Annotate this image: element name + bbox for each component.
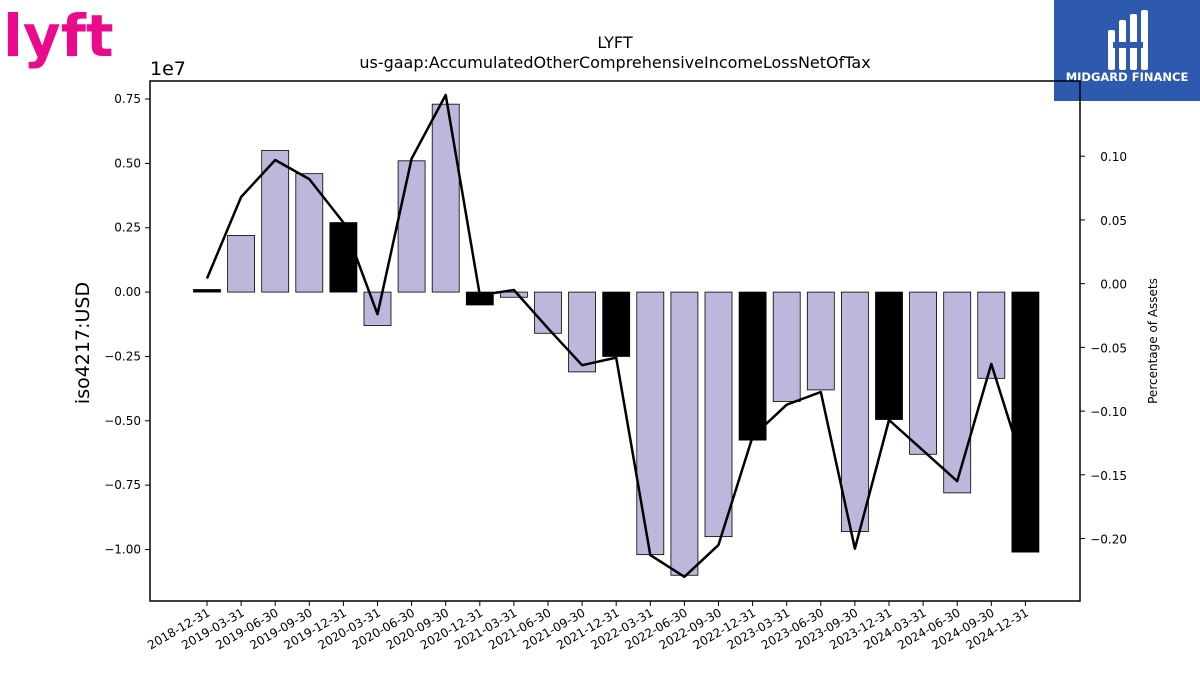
y2-tick-label: −0.05 xyxy=(1090,341,1127,355)
plot-frame xyxy=(149,80,1081,602)
bar-2019-12-31 xyxy=(329,222,358,293)
line-group xyxy=(205,93,1027,579)
bar-2019-06-30 xyxy=(261,150,290,293)
bar-2024-06-30 xyxy=(943,291,972,494)
bar-2018-12-31 xyxy=(193,289,221,293)
bar-2023-03-31 xyxy=(772,291,801,402)
y2-tick-label: 0.10 xyxy=(1100,150,1127,164)
y2-tick-label: −0.20 xyxy=(1090,533,1127,547)
chart-title: LYFT xyxy=(597,33,632,52)
bar-2022-06-30 xyxy=(670,291,699,576)
bar-2023-09-30 xyxy=(841,291,869,532)
bar-2022-09-30 xyxy=(704,291,733,538)
bar-2021-06-30 xyxy=(534,291,562,334)
bars-group xyxy=(193,103,1040,576)
midgard-logo-background xyxy=(1054,0,1200,101)
y-tick-label: 0.25 xyxy=(114,221,141,235)
bar-2019-03-31 xyxy=(227,235,256,293)
bar-2024-12-31 xyxy=(1011,291,1040,553)
bar-2019-09-30 xyxy=(295,173,324,293)
chart-subtitle: us-gaap:AccumulatedOtherComprehensiveInc… xyxy=(359,53,870,72)
midgard-emblem-icon xyxy=(1108,10,1148,70)
bar-2020-06-30 xyxy=(397,160,426,293)
y-tick-label: −0.50 xyxy=(104,414,141,428)
y2-tick-label: −0.15 xyxy=(1090,469,1127,483)
y2-tick-label: −0.10 xyxy=(1090,405,1127,419)
y-tick-label: −1.00 xyxy=(104,543,141,557)
x-axis-ticks: 2018-12-312019-03-312019-06-302019-09-30… xyxy=(145,601,1031,652)
y-axis-label: iso4217:USD xyxy=(72,282,94,404)
y2-axis-label: Percentage of Assets xyxy=(1146,278,1160,404)
bar-2024-03-31 xyxy=(909,291,937,455)
y-scale-note: 1e7 xyxy=(150,58,186,80)
bar-2022-03-31 xyxy=(636,291,665,556)
percentage-of-assets-line xyxy=(205,93,1027,579)
midgard-logo: MIDGARD FINANCE xyxy=(1054,0,1200,101)
bar-2024-09-30 xyxy=(977,291,1006,379)
lyft-logo: lyft xyxy=(3,2,114,70)
y-tick-label: −0.25 xyxy=(104,349,141,363)
bar-2021-03-31 xyxy=(499,291,528,298)
y2-tick-label: 0.00 xyxy=(1100,278,1127,292)
y-tick-label: −0.75 xyxy=(104,478,141,492)
y-tick-label: 0.50 xyxy=(114,156,141,170)
y2-tick-label: 0.05 xyxy=(1100,214,1127,228)
lyft-logo-text: lyft xyxy=(3,2,114,70)
y2-axis-ticks: 0.10 0.05 0.00 −0.05 −0.10 −0.15 −0.20 xyxy=(1080,150,1127,547)
bar-2023-06-30 xyxy=(806,291,835,391)
y-tick-label: 0.00 xyxy=(114,285,141,299)
y-axis-ticks: 0.75 0.50 0.25 0.00 −0.25 −0.50 −0.75 −1.00 xyxy=(104,92,150,557)
midgard-logo-text: MIDGARD FINANCE xyxy=(1066,70,1189,84)
bar-2021-09-30 xyxy=(568,291,596,373)
y-tick-label: 0.75 xyxy=(114,92,141,106)
bar-2020-09-30 xyxy=(431,103,460,293)
bar-2023-12-31 xyxy=(875,291,903,420)
bar-2022-12-31 xyxy=(738,291,767,441)
bar-2021-12-31 xyxy=(602,291,631,357)
